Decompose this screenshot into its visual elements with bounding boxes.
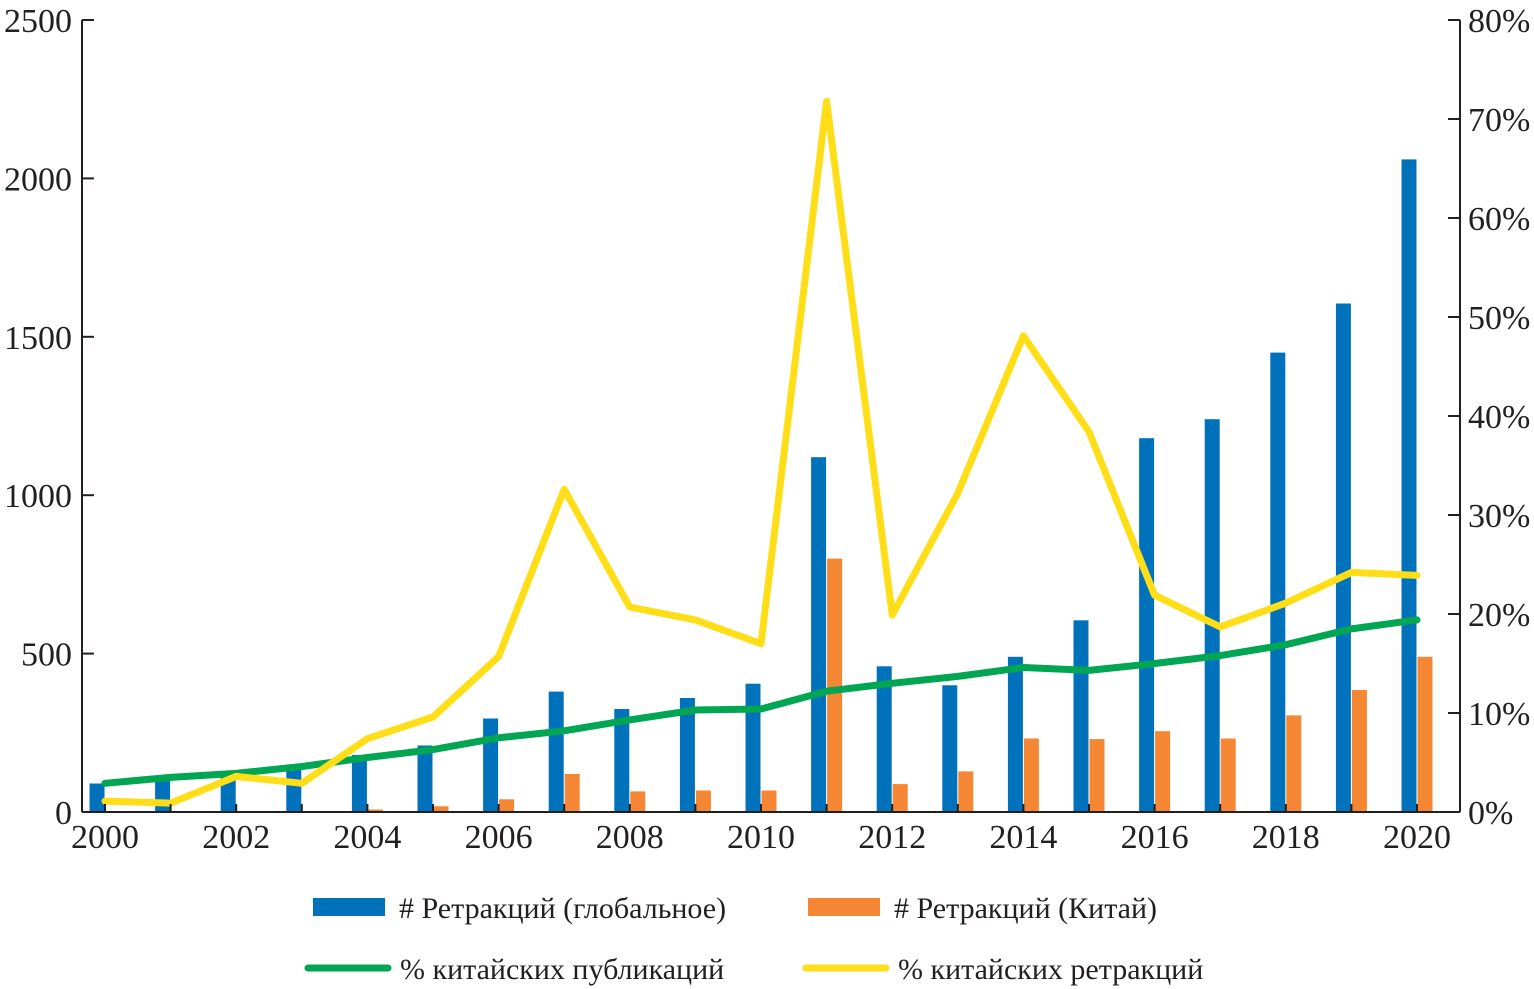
bar-global-2013 (942, 685, 958, 812)
bar-series-china (367, 558, 1433, 812)
y-left-tick-label: 2000 (4, 161, 72, 198)
y-right-tick-label: 30% (1468, 498, 1530, 535)
y-right-tick-label: 80% (1468, 3, 1530, 40)
y-axis-left-ticks: 0 500 1000 1500 2000 2500 (4, 3, 94, 832)
bar-global-2005 (417, 745, 433, 812)
bar-global-2000 (89, 783, 105, 812)
y-right-tick-label: 70% (1468, 102, 1530, 139)
bar-global-2004 (351, 755, 367, 812)
bar-china-2016 (1155, 731, 1171, 812)
bar-global-2016 (1139, 438, 1155, 812)
y-right-tick-label: 60% (1468, 201, 1530, 238)
x-tick-label: 2004 (333, 819, 401, 856)
y-left-tick-label: 1500 (4, 320, 72, 357)
x-tick-label: 2020 (1383, 819, 1451, 856)
bar-china-2009 (695, 790, 711, 812)
y-left-tick-label: 0 (55, 795, 72, 832)
bar-global-2003 (286, 769, 302, 812)
bar-china-2005 (433, 806, 449, 812)
y-right-tick-label: 40% (1468, 399, 1530, 436)
legend-item-china-publications-pct: % китайских публикаций (304, 953, 724, 986)
legend-swatch (808, 898, 880, 916)
bar-china-2007 (564, 774, 580, 812)
x-tick-label: 2000 (71, 819, 139, 856)
bar-china-2008 (630, 791, 646, 812)
bar-global-2011 (811, 457, 827, 812)
bar-global-2017 (1204, 419, 1220, 812)
bar-china-2011 (827, 558, 843, 812)
legend-item-global-retractions: # Ретракций (глобальное) (313, 892, 726, 925)
bar-china-2014 (1023, 738, 1039, 812)
bar-china-2010 (761, 790, 777, 812)
bar-global-2018 (1270, 352, 1286, 812)
legend-item-china-retractions: # Ретракций (Китай) (808, 892, 1157, 925)
bar-china-2017 (1220, 738, 1236, 812)
y-left-tick-label: 1000 (4, 478, 72, 515)
x-tick-label: 2010 (727, 819, 795, 856)
bar-global-2015 (1073, 620, 1089, 812)
bar-global-2020 (1401, 159, 1417, 812)
axes (81, 20, 1461, 813)
legend-label: # Ретракций (Китай) (894, 892, 1157, 925)
bar-global-2012 (876, 666, 892, 812)
legend-label: # Ретракций (глобальное) (399, 892, 726, 925)
bar-china-2019 (1351, 690, 1367, 812)
bar-global-2001 (155, 778, 171, 812)
bar-global-2006 (483, 718, 499, 812)
bar-global-2008 (614, 709, 630, 812)
bar-global-2019 (1335, 303, 1351, 812)
bar-china-2012 (892, 784, 908, 812)
x-tick-label: 2014 (989, 819, 1057, 856)
bar-series-global (89, 159, 1417, 812)
x-tick-label: 2006 (465, 819, 533, 856)
bar-china-2006 (499, 799, 515, 812)
bar-global-2014 (1007, 656, 1023, 812)
legend: # Ретракций (глобальное) # Ретракций (Кит… (304, 892, 1203, 986)
bar-china-2013 (958, 771, 974, 812)
bar-global-2007 (548, 691, 564, 812)
x-axis-ticks: 2000 2002 2004 2006 2008 2010 2012 2014 2016 2018… (71, 804, 1451, 856)
bar-global-2002 (220, 777, 236, 812)
y-right-tick-label: 0% (1468, 795, 1513, 832)
line-series-group (101, 97, 1421, 807)
y-left-tick-label: 500 (21, 637, 72, 674)
line-china-retractions-pct (101, 97, 1421, 807)
bar-china-2015 (1089, 739, 1105, 812)
y-right-tick-label: 20% (1468, 597, 1530, 634)
bar-china-2020 (1417, 656, 1433, 812)
y-right-tick-label: 10% (1468, 696, 1530, 733)
bar-global-2009 (679, 698, 695, 812)
y-left-tick-label: 2500 (4, 3, 72, 40)
bar-global-2010 (745, 683, 761, 812)
bar-china-2018 (1286, 715, 1302, 812)
bar-china-2004 (367, 809, 383, 812)
y-axis-right-ticks: 0% 10% 20% 30% 40% 50% 60% 70% 80% (1448, 3, 1530, 832)
x-tick-label: 2002 (202, 819, 270, 856)
x-tick-label: 2008 (596, 819, 664, 856)
y-right-tick-label: 50% (1468, 300, 1530, 337)
line-china-publications-pct (101, 616, 1421, 787)
legend-swatch (313, 898, 385, 916)
x-tick-label: 2016 (1121, 819, 1189, 856)
x-tick-label: 2012 (858, 819, 926, 856)
x-tick-label: 2018 (1252, 819, 1320, 856)
legend-item-china-retractions-pct: % китайских ретракций (802, 953, 1203, 986)
legend-label: % китайских публикаций (400, 953, 724, 986)
legend-label: % китайских ретракций (898, 953, 1203, 986)
